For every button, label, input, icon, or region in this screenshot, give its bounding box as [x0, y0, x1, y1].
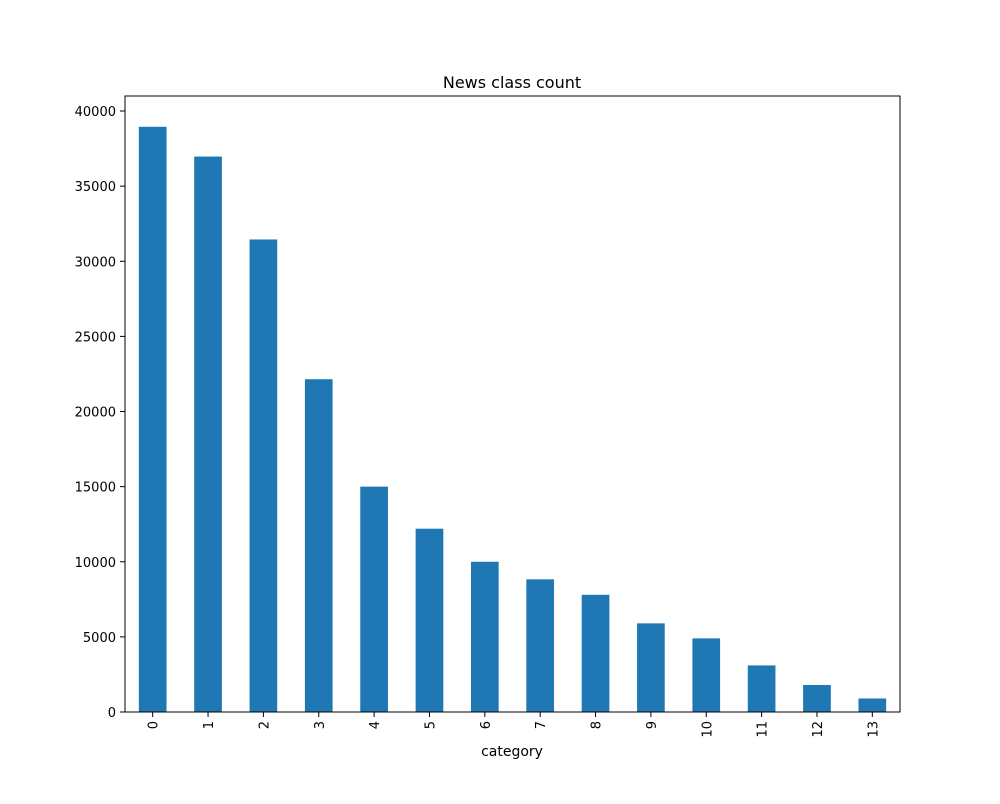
- bar-9: [637, 623, 665, 712]
- x-tick-label: 9: [645, 721, 660, 729]
- x-tick-label: 0: [147, 721, 162, 729]
- bar-10: [692, 638, 721, 712]
- bars-layer: [138, 126, 887, 713]
- x-axis: 0 1 2 3 4 5 6 7 8 9 10 11 12 13: [147, 712, 881, 738]
- bar-0: [138, 126, 167, 713]
- x-tick-label: 3: [313, 721, 328, 729]
- bar-1: [194, 156, 222, 713]
- bar-5: [415, 528, 444, 712]
- x-tick-label: 8: [590, 721, 605, 729]
- x-tick-label: 12: [811, 721, 826, 738]
- x-tick-label: 1: [202, 721, 217, 729]
- chart-title: News class count: [443, 73, 581, 92]
- bar-6: [470, 561, 499, 712]
- y-tick-label: 0: [108, 706, 116, 721]
- y-tick-label: 35000: [75, 180, 116, 195]
- bar-2: [249, 239, 278, 713]
- bar-8: [581, 594, 610, 712]
- x-tick-label: 5: [423, 721, 438, 729]
- x-tick-label: 7: [534, 721, 549, 729]
- y-tick-label: 10000: [75, 556, 116, 571]
- y-tick-label: 5000: [83, 631, 116, 646]
- plot-frame: [124, 95, 901, 713]
- bar-4: [360, 486, 388, 712]
- x-tick-label: 2: [257, 721, 272, 729]
- y-tick-label: 30000: [75, 255, 116, 270]
- x-axis-label: category: [481, 744, 543, 760]
- bar-7: [526, 579, 555, 712]
- x-tick-label: 11: [756, 721, 771, 738]
- x-tick-label: 13: [866, 721, 881, 738]
- y-tick-label: 20000: [75, 406, 116, 421]
- x-tick-label: 4: [368, 721, 383, 729]
- y-tick-label: 15000: [75, 481, 116, 496]
- bar-3: [304, 379, 333, 712]
- x-tick-label: 6: [479, 721, 494, 729]
- x-tick-label: 10: [700, 721, 715, 738]
- y-tick-label: 25000: [75, 330, 116, 345]
- bar-13: [858, 698, 887, 712]
- bar-12: [803, 684, 831, 712]
- y-axis: 0 5000 10000 15000 20000 25000 30000 35000 40000: [75, 105, 125, 721]
- bar-11: [747, 665, 776, 712]
- y-tick-label: 40000: [75, 105, 116, 120]
